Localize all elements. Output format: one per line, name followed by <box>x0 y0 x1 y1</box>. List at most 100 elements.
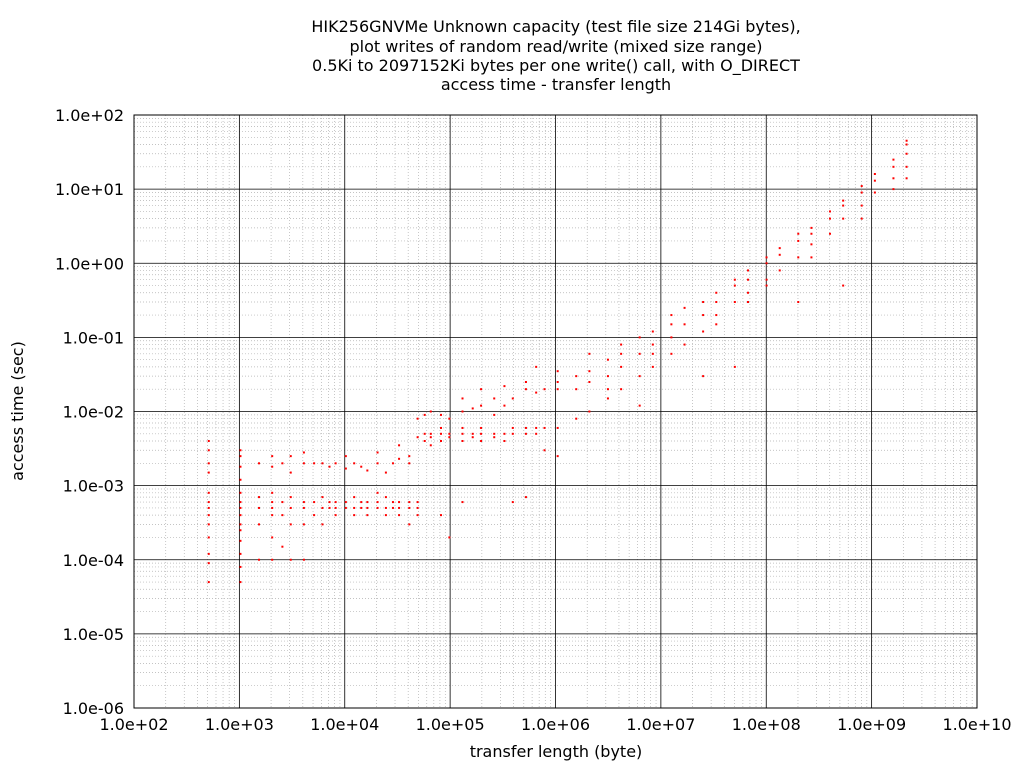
data-point <box>271 501 274 504</box>
data-point <box>328 506 331 509</box>
data-point <box>702 301 705 304</box>
data-point <box>207 501 210 504</box>
data-point <box>461 501 464 504</box>
data-point <box>797 239 800 242</box>
data-point <box>810 256 813 259</box>
data-point <box>239 501 242 504</box>
data-point <box>524 496 527 499</box>
data-point <box>480 388 483 391</box>
data-point <box>239 539 242 542</box>
y-axis-label: access time (sec) <box>8 341 27 481</box>
data-point <box>289 471 292 474</box>
data-point <box>715 314 718 317</box>
data-point <box>556 370 559 373</box>
data-point <box>239 552 242 555</box>
data-point <box>471 436 474 439</box>
data-point <box>535 426 538 429</box>
data-point <box>471 432 474 435</box>
data-point <box>271 536 274 539</box>
data-point <box>239 478 242 481</box>
data-point <box>207 514 210 517</box>
data-point <box>384 496 387 499</box>
chart-title: HIK256GNVMe Unknown capacity (test file … <box>311 17 800 94</box>
data-point <box>384 514 387 517</box>
x-tick-label: 1.0e+05 <box>416 715 485 734</box>
data-point <box>746 278 749 281</box>
plot-frame <box>133 114 978 709</box>
data-point <box>239 581 242 584</box>
data-point <box>289 506 292 509</box>
data-points <box>207 139 908 584</box>
data-point <box>281 462 284 465</box>
data-point <box>511 432 514 435</box>
data-point <box>207 506 210 509</box>
data-point <box>207 536 210 539</box>
data-point <box>575 417 578 420</box>
data-point <box>797 232 800 235</box>
data-point <box>328 465 331 468</box>
data-point <box>905 152 908 155</box>
data-point <box>746 291 749 294</box>
data-point <box>429 432 432 435</box>
data-point <box>511 426 514 429</box>
title-line-2: plot writes of random read/write (mixed … <box>350 37 763 56</box>
y-axis-ticks: 1.0e+02 1.0e+01 1.0e+00 1.0e-01 1.0e-02 1.0e-… <box>55 106 124 718</box>
data-point <box>620 352 623 355</box>
data-point <box>524 432 527 435</box>
data-point <box>702 314 705 317</box>
data-point <box>524 381 527 384</box>
data-point <box>503 385 506 388</box>
data-point <box>683 323 686 326</box>
data-point <box>480 439 483 442</box>
data-point <box>376 506 379 509</box>
data-point <box>588 370 591 373</box>
data-point <box>733 278 736 281</box>
data-point <box>873 172 876 175</box>
data-point <box>828 210 831 213</box>
data-point <box>398 444 401 447</box>
data-point <box>302 451 305 454</box>
data-point <box>271 455 274 458</box>
x-tick-label: 1.0e+06 <box>521 715 590 734</box>
data-point <box>638 336 641 339</box>
y-tick-label: 1.0e+02 <box>55 106 124 125</box>
x-tick-label: 1.0e+04 <box>310 715 379 734</box>
data-point <box>271 491 274 494</box>
data-point <box>842 217 845 220</box>
data-point <box>398 457 401 460</box>
data-point <box>765 256 768 259</box>
data-point <box>258 523 261 526</box>
minor-grid <box>134 115 977 708</box>
data-point <box>360 501 363 504</box>
data-point <box>461 397 464 400</box>
data-point <box>289 558 292 561</box>
data-point <box>416 501 419 504</box>
data-point <box>281 501 284 504</box>
title-line-4: access time - transfer length <box>441 75 671 94</box>
data-point <box>271 506 274 509</box>
data-point <box>606 358 609 361</box>
data-point <box>289 496 292 499</box>
data-point <box>651 330 654 333</box>
data-point <box>503 432 506 435</box>
data-point <box>493 436 496 439</box>
data-point <box>366 514 369 517</box>
data-point <box>715 323 718 326</box>
data-point <box>892 165 895 168</box>
data-point <box>344 455 347 458</box>
data-point <box>778 247 781 250</box>
data-point <box>873 179 876 182</box>
data-point <box>524 388 527 391</box>
data-point <box>638 352 641 355</box>
data-point <box>344 506 347 509</box>
data-point <box>207 491 210 494</box>
y-tick-label: 1.0e-02 <box>63 403 124 422</box>
data-point <box>239 455 242 458</box>
major-grid <box>133 114 978 709</box>
data-point <box>429 410 432 413</box>
data-point <box>448 417 451 420</box>
data-point <box>797 301 800 304</box>
data-point <box>302 558 305 561</box>
data-point <box>670 323 673 326</box>
data-point <box>416 506 419 509</box>
